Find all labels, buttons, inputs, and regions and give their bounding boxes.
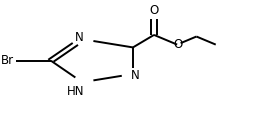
Text: N: N [131,69,140,82]
Text: HN: HN [67,85,85,98]
Text: O: O [149,4,159,17]
Text: Br: Br [1,54,14,67]
Text: O: O [173,38,182,51]
Text: N: N [75,32,84,44]
